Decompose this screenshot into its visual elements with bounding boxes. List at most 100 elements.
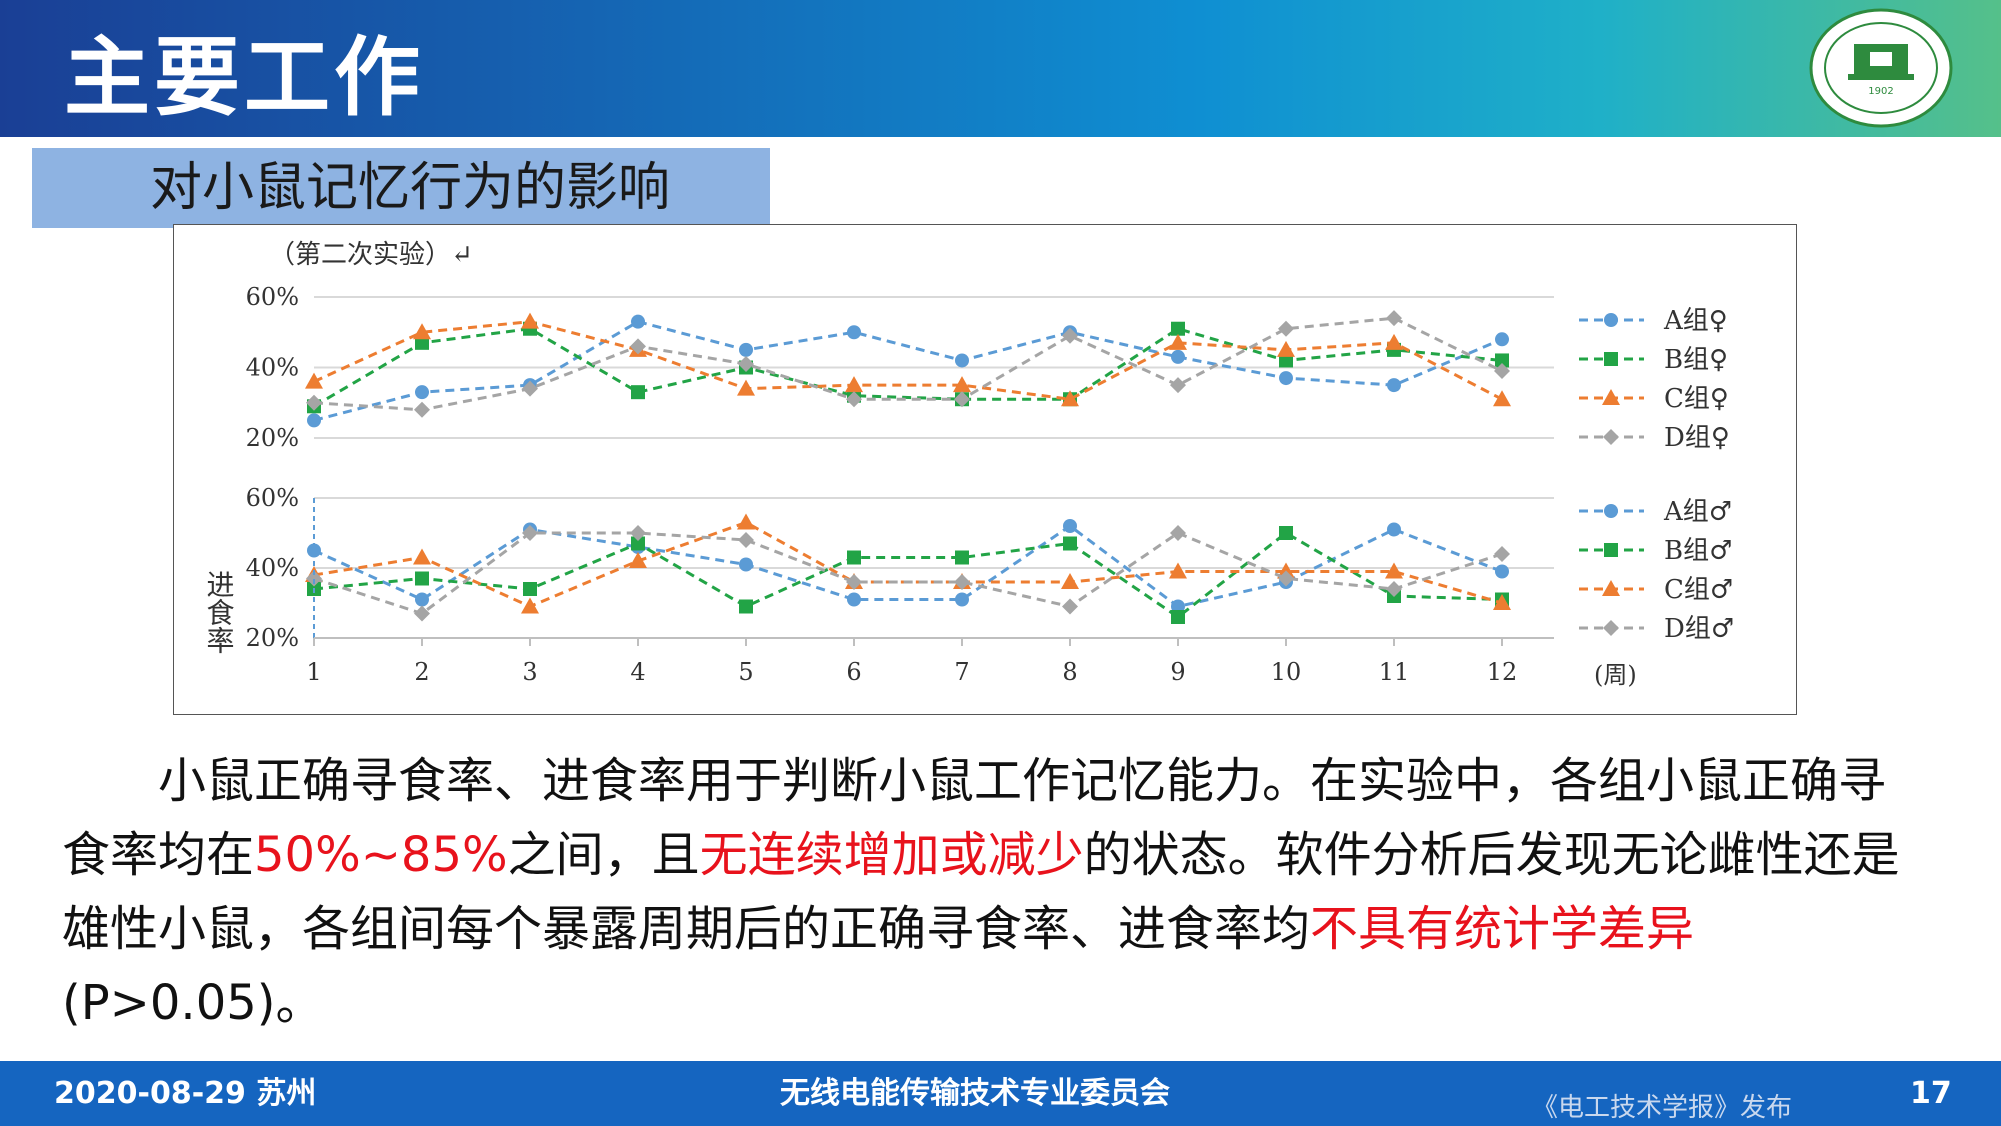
data-point	[1387, 378, 1401, 393]
data-point	[1385, 333, 1403, 350]
x-axis-unit: (周)	[1594, 661, 1637, 689]
body-paragraph: 小鼠正确寻食率、进食率用于判断小鼠工作记忆能力。在实验中，各组小鼠正确寻食率均在…	[62, 744, 1902, 1040]
data-point	[846, 391, 862, 408]
data-point	[1063, 519, 1077, 533]
legend-label: D组♀	[1664, 423, 1730, 453]
data-point	[306, 394, 322, 411]
data-point	[739, 557, 753, 572]
data-point	[522, 380, 538, 397]
data-point	[1170, 377, 1186, 394]
data-point	[737, 513, 755, 530]
legend-label: C组♀	[1664, 384, 1729, 414]
legend-marker	[1604, 352, 1618, 366]
data-point	[1279, 371, 1293, 386]
y-tick-label: 20%	[246, 424, 299, 452]
legend-marker	[1602, 580, 1620, 596]
data-point	[846, 574, 862, 590]
data-point	[1278, 320, 1294, 337]
legend-marker	[1603, 620, 1619, 636]
series-line	[313, 327, 1503, 408]
data-point	[1495, 564, 1509, 579]
data-point	[1493, 594, 1511, 610]
data-point	[1171, 349, 1185, 364]
x-tick-label: 1	[306, 658, 321, 686]
data-point	[307, 413, 321, 428]
data-point	[1169, 333, 1187, 350]
footer-committee: 无线电能传输技术专业委员会	[780, 1076, 1170, 1111]
body-text-1: 小鼠正确寻食率、进食率用于判断小鼠工作记忆能力。在实验中，各组小鼠正确寻食率均在	[62, 753, 1887, 883]
series-line	[313, 320, 1503, 401]
y-tick-label: 60%	[246, 283, 299, 311]
data-point	[631, 385, 645, 400]
footer-date: 2020-08-29 苏州	[54, 1076, 317, 1111]
y-tick-label: 40%	[246, 554, 299, 582]
data-point	[414, 401, 430, 418]
data-point	[521, 597, 539, 614]
data-point	[523, 582, 537, 596]
body-text-4: (P>0.05)。	[62, 975, 324, 1031]
series-line	[313, 531, 1503, 619]
data-point	[738, 532, 754, 548]
page-title: 主要工作	[64, 28, 424, 128]
data-point	[847, 325, 861, 340]
data-point	[1062, 598, 1078, 615]
data-point	[955, 550, 969, 565]
data-point	[305, 372, 323, 389]
series-line	[313, 524, 1503, 609]
legend-marker	[1604, 504, 1618, 518]
x-tick-label: 6	[846, 658, 861, 686]
university-seal-icon: 1902	[1809, 8, 1953, 128]
legend-label: B组♂	[1664, 536, 1732, 566]
data-point	[1063, 536, 1077, 551]
data-point	[1169, 562, 1187, 579]
data-point	[415, 385, 429, 400]
data-point	[1494, 363, 1510, 380]
data-point	[414, 605, 430, 622]
x-tick-label: 5	[738, 658, 753, 686]
data-point	[955, 592, 969, 607]
section-subtitle: 对小鼠记忆行为的影响	[150, 158, 671, 218]
legend-marker	[1602, 389, 1620, 405]
y-tick-label: 20%	[246, 624, 299, 652]
data-point	[413, 548, 431, 565]
data-point	[1279, 526, 1293, 540]
body-text-block: 小鼠正确寻食率、进食率用于判断小鼠工作记忆能力。在实验中，各组小鼠正确寻食率均在…	[62, 744, 1902, 1040]
seal-year: 1902	[1868, 86, 1893, 97]
data-point	[415, 592, 429, 607]
legend-label: C组♂	[1664, 575, 1733, 605]
data-point	[847, 550, 861, 565]
x-tick-label: 2	[414, 658, 429, 686]
body-highlight-range: 50%~85%	[254, 827, 508, 883]
data-point	[1061, 390, 1079, 407]
series-line	[313, 320, 1503, 422]
y-tick-label: 40%	[246, 354, 299, 382]
data-point	[413, 323, 431, 340]
footer-bar: 2020-08-29 苏州 无线电能传输技术专业委员会 《电工技术学报》发布 1…	[0, 1061, 2001, 1126]
legend-label: B组♀	[1664, 345, 1728, 375]
data-point	[1495, 353, 1509, 368]
data-point	[1386, 310, 1402, 327]
data-point	[1279, 353, 1293, 368]
legend-marker	[1604, 313, 1618, 327]
data-point	[415, 335, 429, 350]
line-chart: （第二次实验）↵ 进食率 (周) 20% 40% 60% A组♀ B组♀ C组♀ D组♀ 20…	[203, 240, 1735, 689]
data-point	[739, 599, 753, 614]
data-point	[307, 543, 321, 558]
legend-label: D组♂	[1664, 614, 1734, 644]
series-line	[313, 520, 1503, 609]
legend-marker	[1603, 429, 1619, 445]
data-point	[1171, 321, 1185, 336]
data-point	[1386, 581, 1402, 597]
x-tick-label: 3	[522, 658, 537, 686]
data-point	[630, 338, 646, 355]
body-text-3: 的状态。软件分析后发现无论雌性还是雄性小鼠，各组间每个暴露周期后的正确寻食率、进…	[62, 827, 1900, 957]
data-point	[955, 353, 969, 368]
legend-label: A组♂	[1663, 497, 1732, 527]
data-point	[631, 536, 645, 551]
section-banner: 对小鼠记忆行为的影响	[32, 148, 770, 228]
body-highlight-trend: 无连续增加或减少	[699, 827, 1084, 883]
chart-title: （第二次实验）↵	[269, 240, 473, 270]
data-point	[737, 379, 755, 396]
data-point	[847, 592, 861, 607]
footer-publisher: 《电工技术学报》发布	[1532, 1093, 1793, 1123]
